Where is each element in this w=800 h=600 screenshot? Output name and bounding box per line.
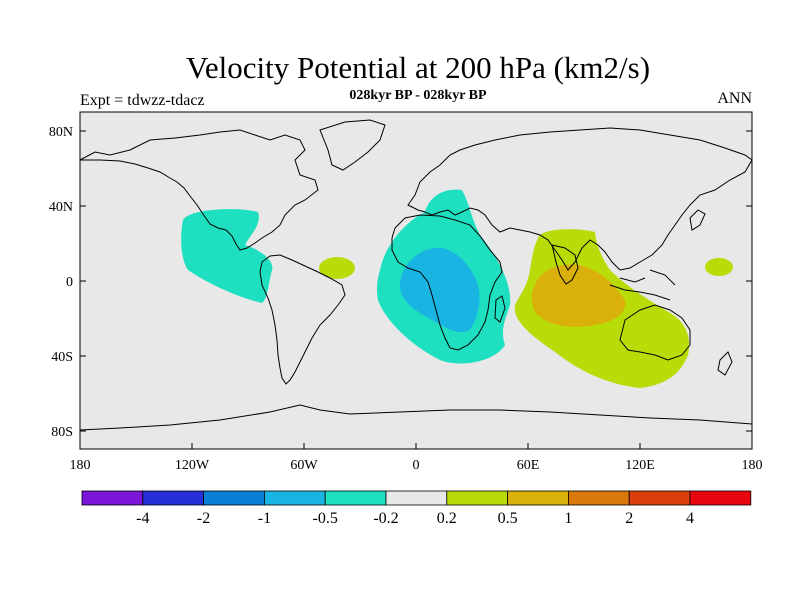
lat-label: 40N — [49, 200, 73, 215]
experiment-label: Expt = tdwzz-tdacz — [80, 92, 205, 109]
colorbar-box — [507, 490, 569, 506]
contour-pos-indian-ocean-inner — [531, 264, 626, 327]
colorbar-label: 1 — [564, 510, 572, 527]
latitude-tick-marks — [80, 130, 752, 432]
lon-label: 180 — [70, 458, 91, 473]
coastline-north-america — [80, 129, 319, 251]
colorbar-box — [689, 490, 752, 506]
longitude-tick-labels: 180 120W 60W 0 60E 120E 180 — [70, 458, 763, 473]
colorbar-box — [203, 490, 265, 506]
colorbar-labels: -4 -2 -1 -0.5 -0.2 0.2 0.5 1 2 4 — [136, 510, 694, 527]
coastline-india — [551, 244, 579, 285]
colorbar — [81, 490, 752, 506]
colorbar-label: -2 — [197, 510, 210, 527]
coastline-australia — [619, 304, 691, 361]
coastline-eurasia — [407, 127, 752, 271]
season-label: ANN — [717, 90, 752, 107]
coastline-africa — [391, 214, 503, 351]
coastline-greenland — [319, 119, 386, 171]
colorbar-box — [324, 490, 387, 506]
lat-label: 80N — [49, 125, 73, 140]
colorbar-box — [263, 490, 326, 506]
colorbar-box — [446, 490, 508, 506]
longitude-tick-marks — [79, 443, 753, 449]
latitude-tick-labels: 80N 40N 0 40S 80S — [49, 125, 73, 440]
colorbar-label: 2 — [625, 510, 633, 527]
coastline-antarctica — [80, 404, 752, 431]
lon-label: 120W — [175, 458, 210, 473]
contour-pos-west-pacific — [705, 258, 733, 276]
colorbar-label: -0.2 — [373, 510, 398, 527]
map-title: Velocity Potential at 200 hPa (km2/s) — [185, 50, 651, 85]
lon-label: 60E — [517, 458, 540, 473]
coastline-japan — [689, 209, 706, 231]
coastline-south-america — [259, 254, 346, 385]
lon-label: 120E — [625, 458, 655, 473]
contour-pos-atlantic — [319, 257, 355, 279]
coastlines — [80, 119, 752, 431]
coastline-new-zealand — [717, 351, 733, 376]
colorbar-label: -4 — [136, 510, 149, 527]
lon-label: 0 — [413, 458, 420, 473]
colorbar-box — [568, 490, 630, 506]
lon-label: 180 — [742, 458, 763, 473]
colorbar-box — [142, 490, 205, 506]
contour-neg-africa-inner — [399, 247, 480, 333]
colorbar-label: -0.5 — [313, 510, 338, 527]
lat-label: 40S — [51, 350, 73, 365]
colorbar-box — [385, 490, 448, 506]
lat-label: 0 — [66, 275, 73, 290]
lon-label: 60W — [290, 458, 318, 473]
colorbar-label: 0.2 — [437, 510, 457, 527]
coastline-madagascar — [494, 295, 506, 323]
colorbar-label: -1 — [258, 510, 271, 527]
lat-label: 80S — [51, 425, 73, 440]
coastline-maritime-continent — [609, 269, 676, 301]
colorbar-box — [81, 490, 144, 506]
contour-neg-eastern-pacific — [181, 209, 273, 303]
colorbar-label: 4 — [686, 510, 694, 527]
colorbar-label: 0.5 — [498, 510, 518, 527]
map-subtitle: 028kyr BP - 028kyr BP — [349, 88, 487, 103]
colorbar-box — [628, 490, 691, 506]
